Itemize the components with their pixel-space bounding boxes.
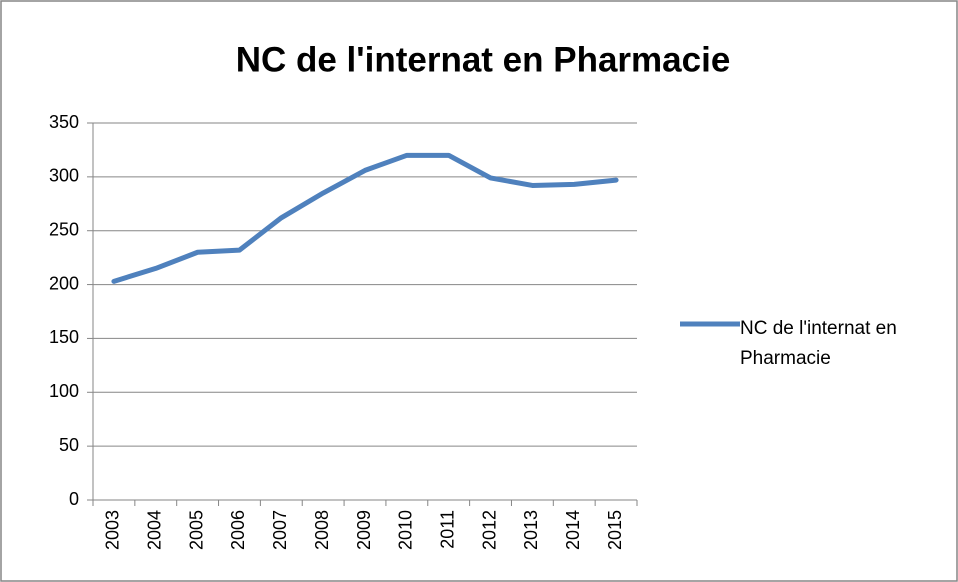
y-tick-label: 300: [49, 166, 79, 186]
x-tick-label: 2011: [437, 510, 457, 549]
legend-label: NC de l'internat en Pharmacie: [740, 318, 897, 369]
x-tick-label: 2003: [103, 510, 123, 550]
x-tick-label: 2005: [186, 510, 206, 550]
x-tick-label: 2010: [396, 510, 416, 550]
x-tick-label: 2012: [479, 510, 499, 550]
x-tick-label: 2013: [521, 510, 541, 550]
y-tick-label: 200: [49, 273, 79, 293]
x-tick-label: 2006: [228, 510, 248, 550]
y-tick-label: 350: [49, 112, 79, 132]
y-tick-label: 0: [69, 489, 79, 509]
x-tick-label: 2015: [605, 510, 625, 550]
y-tick-label: 250: [49, 219, 79, 239]
x-tick-label: 2009: [354, 510, 374, 550]
data-line: [111, 152, 619, 284]
y-tick-label: 100: [49, 381, 79, 401]
y-tick-label: 150: [49, 327, 79, 347]
x-tick-label: 2004: [145, 510, 165, 550]
y-tick-label: 50: [59, 435, 79, 455]
x-tick-label: 2007: [270, 510, 290, 550]
x-tick-label: 2008: [312, 510, 332, 550]
x-tick-label: 2014: [563, 510, 583, 550]
chart-title: NC de l'internat en Pharmacie: [236, 40, 731, 79]
